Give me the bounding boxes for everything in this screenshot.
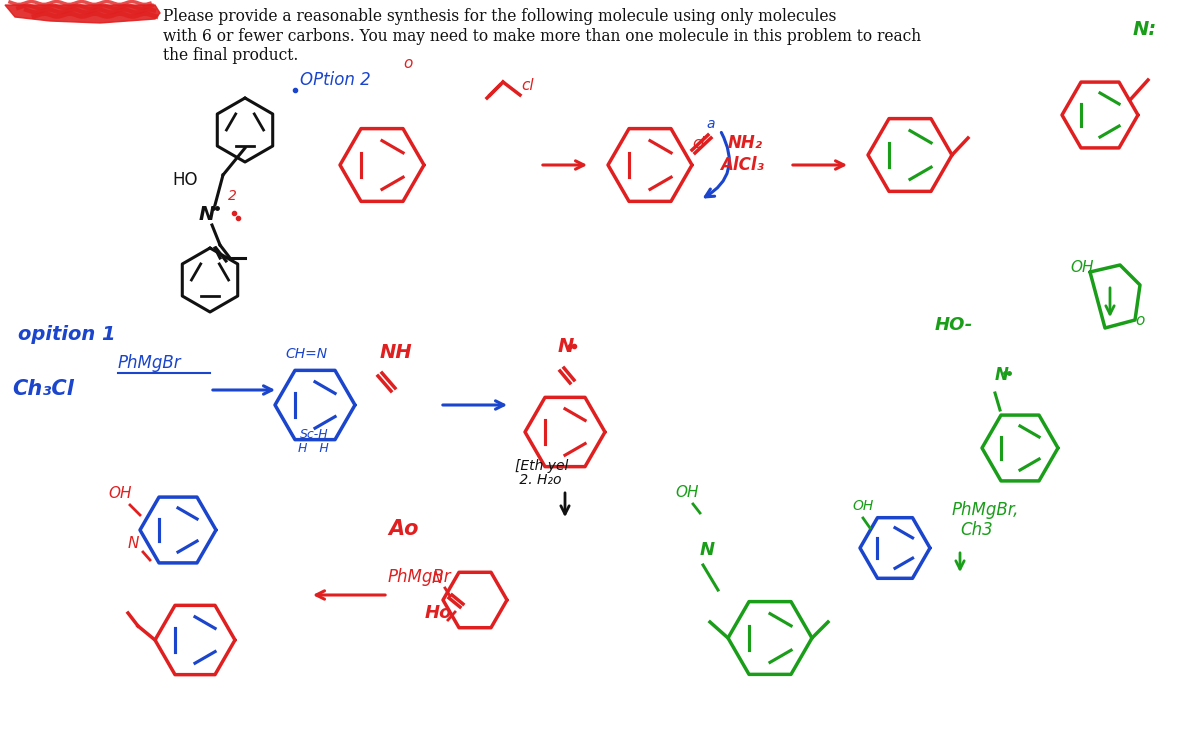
Text: Sc-H: Sc-H bbox=[300, 428, 329, 441]
Text: OH: OH bbox=[674, 485, 698, 500]
Text: OH: OH bbox=[852, 499, 874, 513]
Text: OPtion 2: OPtion 2 bbox=[300, 71, 371, 89]
Text: Ch3: Ch3 bbox=[960, 521, 992, 539]
Text: CH=N: CH=N bbox=[286, 347, 328, 361]
Text: PhMgBr,: PhMgBr, bbox=[952, 501, 1019, 519]
Text: H   H: H H bbox=[298, 442, 329, 455]
Text: Please provide a reasonable synthesis for the following molecule using only mole: Please provide a reasonable synthesis fo… bbox=[163, 8, 922, 64]
Text: a: a bbox=[706, 117, 714, 131]
Text: AlCl₃: AlCl₃ bbox=[720, 156, 764, 174]
Text: NH: NH bbox=[380, 343, 413, 362]
Text: o: o bbox=[403, 56, 413, 71]
Text: PhMgBr: PhMgBr bbox=[388, 568, 451, 586]
Text: cl: cl bbox=[692, 136, 704, 151]
Text: HO: HO bbox=[172, 171, 198, 189]
Polygon shape bbox=[5, 5, 160, 23]
FancyArrowPatch shape bbox=[706, 133, 730, 197]
Text: N: N bbox=[128, 536, 139, 551]
Text: 2: 2 bbox=[228, 189, 236, 203]
Text: N: N bbox=[432, 571, 443, 586]
Text: Ch₃Cl: Ch₃Cl bbox=[12, 379, 74, 399]
Text: PhMgBr: PhMgBr bbox=[118, 354, 181, 372]
Text: o: o bbox=[1135, 313, 1145, 328]
Text: Ho: Ho bbox=[425, 604, 452, 622]
Text: [Eth yel: [Eth yel bbox=[515, 459, 569, 473]
Text: cl: cl bbox=[521, 78, 534, 93]
Text: opition 1: opition 1 bbox=[18, 325, 115, 344]
Text: Ao: Ao bbox=[388, 519, 419, 539]
Text: HO-: HO- bbox=[935, 316, 973, 334]
Text: 2. H₂o: 2. H₂o bbox=[515, 473, 562, 487]
Text: N:: N: bbox=[1133, 20, 1157, 39]
Text: OH: OH bbox=[108, 486, 132, 501]
Text: N: N bbox=[995, 366, 1009, 384]
Text: N: N bbox=[199, 205, 215, 225]
Text: N: N bbox=[700, 541, 715, 559]
Text: N: N bbox=[558, 337, 575, 356]
Text: NH₂: NH₂ bbox=[728, 134, 763, 152]
Text: OH: OH bbox=[1070, 260, 1093, 275]
